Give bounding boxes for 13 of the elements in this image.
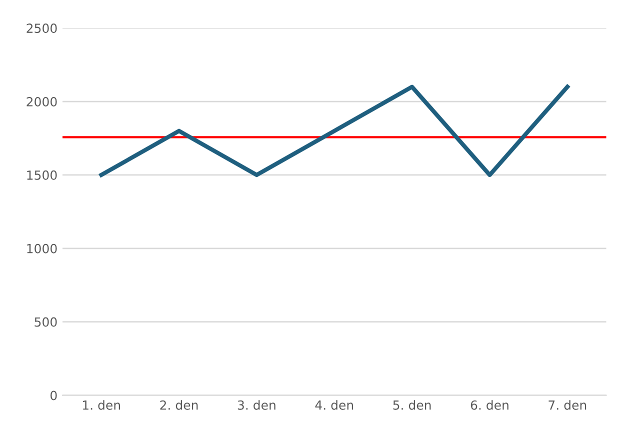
y-tick-label: 1500 [27,170,57,180]
x-tick-label: 2. den [160,400,198,410]
x-tick-label: 1. den [82,400,120,410]
y-tick-label: 0 [50,390,57,400]
y-tick-label: 2000 [26,96,57,106]
x-tick-label: 7. den [548,400,586,410]
y-tick-label: 500 [34,317,57,327]
y-tick-label: 2500 [26,24,57,34]
x-tick-label: 6. den [470,400,508,410]
x-tick-label: 3. den [238,400,276,410]
x-tick-label: 4. den [315,400,354,410]
x-tick-label: 5. den [393,400,431,410]
y-tick-label: 1000 [27,244,57,254]
